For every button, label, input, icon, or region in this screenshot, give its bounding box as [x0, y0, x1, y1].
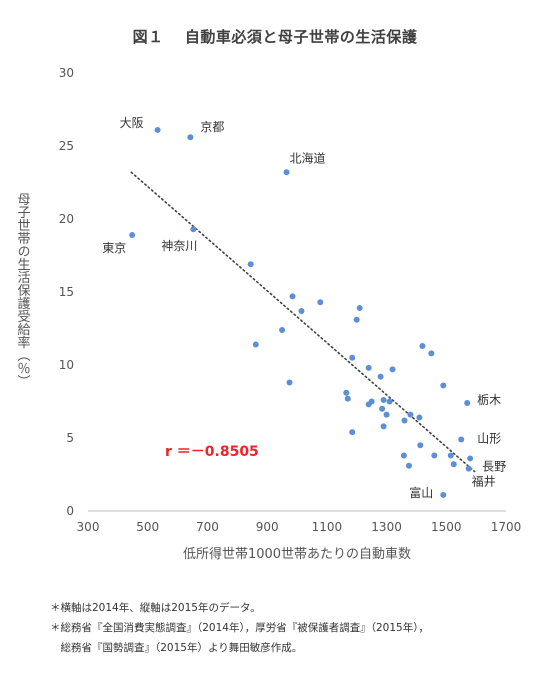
x-axis-label: 低所得世帯1000世帯あたりの自動車数 [183, 546, 411, 562]
y-tick-label: 25 [59, 139, 74, 153]
point-label: 神奈川 [161, 239, 197, 253]
note-line-2: ＊総務省『全国消費実態調査』（2014年），厚労省『被保護者調査』（2015年）… [50, 622, 429, 634]
x-tick-label: 1700 [491, 520, 522, 534]
y-tick-label: 5 [66, 431, 74, 445]
point-label: 大阪 [120, 116, 144, 130]
y-axis-label: 母子世帯の生活保護受給率（％） [15, 193, 31, 388]
data-point [368, 398, 375, 405]
data-point [417, 442, 424, 449]
data-points [129, 126, 474, 498]
data-point [298, 307, 305, 314]
data-point [428, 350, 435, 357]
data-point [383, 411, 390, 418]
data-point [467, 455, 474, 462]
data-point [401, 417, 408, 424]
y-tick-label: 10 [59, 358, 74, 372]
point-label: 長野 [482, 459, 506, 473]
x-tick-label: 1500 [431, 520, 462, 534]
data-point [349, 354, 356, 361]
y-tick-label: 30 [59, 66, 74, 80]
data-point [286, 379, 293, 386]
data-point [279, 326, 286, 333]
point-label: 北海道 [290, 150, 326, 165]
x-tick-label: 500 [136, 520, 159, 534]
data-point [379, 405, 386, 412]
trendline [130, 171, 476, 473]
point-label: 東京 [102, 241, 126, 255]
correlation-label: r ＝－0.8505 [165, 444, 259, 460]
data-point [154, 126, 161, 133]
point-label: 山形 [477, 431, 501, 445]
data-point [247, 261, 254, 268]
data-point [440, 491, 447, 498]
x-tick-label: 300 [77, 520, 100, 534]
data-point [377, 373, 384, 380]
data-point [187, 134, 194, 141]
data-point [419, 343, 426, 350]
y-tick-label: 0 [66, 504, 74, 518]
data-point [289, 293, 296, 300]
point-label: 栃木 [477, 393, 501, 407]
scatter-chart: 300 500 700 900 1100 1300 1500 1700 0 5 10 15 20 25 30… [15, 66, 522, 562]
data-point [431, 452, 438, 459]
data-point [389, 366, 396, 373]
y-tick-label: 15 [59, 285, 74, 299]
data-point [450, 461, 457, 468]
data-point [400, 452, 407, 459]
data-point [447, 452, 454, 459]
point-label: 福井 [472, 474, 496, 489]
y-tick-label: 20 [59, 212, 74, 226]
data-point [416, 414, 423, 421]
data-point [353, 316, 360, 323]
data-point [380, 397, 387, 404]
data-point [380, 423, 387, 430]
note-line-3: 総務省『国勢調査』（2015年）より舞田敏彦作成。 [50, 642, 303, 654]
data-point [283, 169, 290, 176]
data-point [356, 305, 363, 312]
x-tick-label: 700 [196, 520, 219, 534]
data-point [365, 364, 372, 371]
x-tick-label: 900 [256, 520, 279, 534]
data-point [465, 465, 472, 472]
data-point [129, 232, 136, 239]
axes: 300 500 700 900 1100 1300 1500 1700 0 5 10 15 20 25 30… [15, 66, 522, 534]
data-point [349, 429, 356, 436]
point-label: 京都 [200, 120, 224, 134]
data-point [344, 395, 351, 402]
data-point [407, 411, 414, 418]
x-tick-label: 1300 [371, 520, 402, 534]
x-tick-label: 1100 [312, 520, 343, 534]
data-point [343, 389, 350, 396]
data-point [405, 462, 412, 469]
data-point [464, 399, 471, 406]
data-point [190, 226, 197, 233]
data-point [440, 382, 447, 389]
data-point [252, 341, 259, 348]
chart-title: 図１ 自動車必須と母子世帯の生活保護 [132, 28, 418, 46]
point-label: 富山 [409, 485, 433, 500]
data-point [317, 299, 324, 306]
data-point [386, 398, 393, 405]
note-line-1: ＊横軸は2014年、縦軸は2015年のデータ。 [50, 602, 261, 614]
data-point [458, 436, 465, 443]
trendline-line [130, 171, 476, 473]
